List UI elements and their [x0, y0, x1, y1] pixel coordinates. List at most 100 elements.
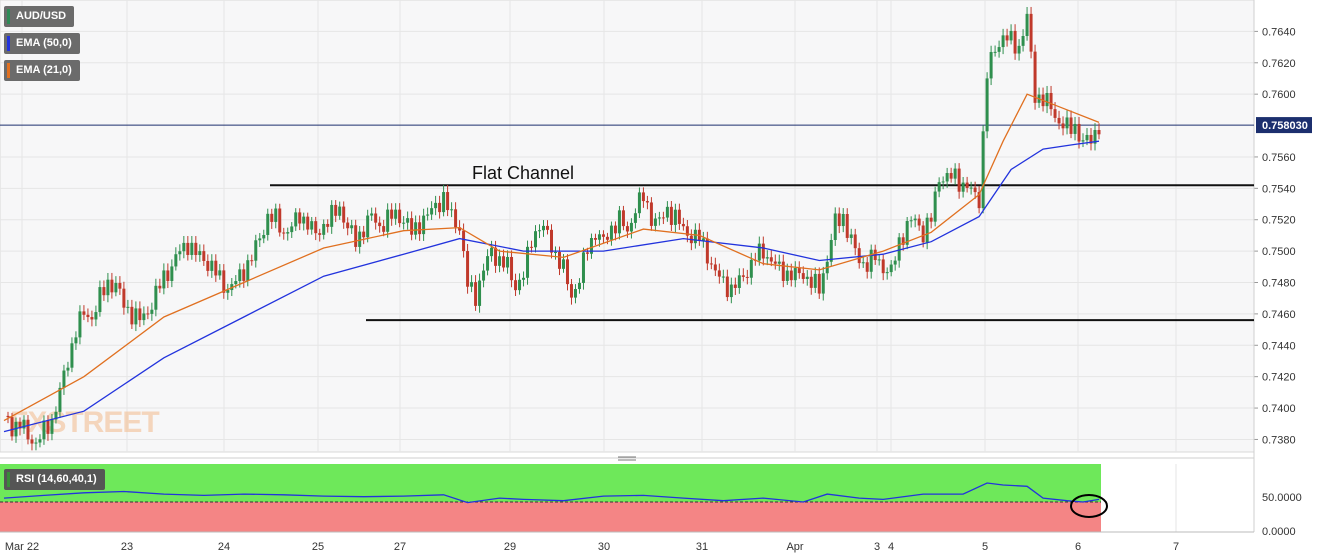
candle-body — [106, 279, 110, 296]
candle-body — [86, 314, 90, 318]
candle-body — [989, 52, 993, 79]
rsi-oversold-zone — [0, 502, 1101, 532]
candle-body — [178, 251, 182, 255]
candle-body — [426, 214, 430, 216]
candle-body — [685, 226, 689, 236]
candle-body — [1061, 123, 1065, 129]
candle-body — [206, 260, 210, 271]
y-tick-label: 0.7480 — [1262, 278, 1296, 290]
candle-body — [26, 419, 30, 440]
candle-body — [585, 252, 589, 254]
candle-body — [709, 263, 713, 265]
candle-body — [442, 192, 446, 213]
candle-body — [645, 201, 649, 203]
y-tick-label: 0.7600 — [1262, 89, 1296, 101]
candle-body — [22, 419, 26, 429]
candle-body — [921, 225, 925, 243]
candle-body — [961, 182, 965, 192]
ema50-label: EMA (50,0) — [16, 37, 72, 49]
candle-body — [577, 282, 581, 290]
candle-body — [514, 280, 518, 291]
candle-body — [158, 285, 162, 289]
candle-body — [18, 421, 22, 429]
candle-body — [673, 209, 677, 225]
candle-body — [693, 229, 697, 244]
candle-body — [1033, 51, 1037, 103]
candle-body — [78, 311, 82, 338]
candle-body — [565, 259, 569, 285]
candle-body — [502, 256, 506, 268]
candle-body — [621, 210, 625, 227]
candle-body — [933, 191, 937, 222]
candle-body — [889, 264, 893, 273]
x-tick-label: 25 — [312, 541, 324, 553]
candle-body — [985, 78, 989, 132]
candle-body — [953, 168, 957, 179]
candle-body — [569, 284, 573, 298]
candle-body — [865, 262, 869, 272]
candle-body — [681, 223, 685, 227]
candle-body — [1017, 45, 1021, 54]
candle-body — [881, 259, 885, 274]
candle-body — [597, 234, 601, 240]
candle-body — [713, 264, 717, 271]
candle-body — [290, 226, 294, 233]
candle-body — [665, 206, 669, 218]
rsi-tag[interactable]: RSI (14,60,40,1) — [4, 469, 105, 490]
candle-body — [218, 270, 222, 276]
ema50-tag[interactable]: EMA (50,0) — [4, 33, 80, 54]
candle-body — [725, 276, 729, 298]
candle-body — [561, 259, 565, 269]
candle-body — [134, 308, 138, 325]
candle-body — [897, 237, 901, 261]
ema50-line — [3, 140, 1100, 433]
candle-body — [542, 225, 546, 231]
candle-body — [490, 247, 494, 257]
candle-body — [342, 206, 346, 223]
fxstreet-watermark: FXSTREET — [10, 406, 159, 439]
y-tick-label: 0.7380 — [1262, 434, 1296, 446]
candle-body — [661, 217, 665, 219]
candle-body — [138, 308, 142, 321]
candle-body — [66, 367, 70, 371]
candle-body — [362, 231, 366, 238]
ema21-tag[interactable]: EMA (21,0) — [4, 60, 80, 81]
candle-body — [1025, 13, 1029, 36]
candle-body — [805, 276, 809, 279]
rsi-highlight-circle — [1070, 494, 1108, 518]
candle-body — [941, 181, 945, 183]
candle-body — [757, 243, 761, 261]
candle-body — [278, 208, 282, 233]
x-tick-label: 29 — [504, 541, 516, 553]
candle-body — [74, 337, 78, 344]
candle-body — [54, 411, 58, 420]
candle-body — [553, 252, 557, 254]
candle-body — [90, 317, 94, 320]
candle-body — [38, 439, 42, 443]
x-tick-label: 24 — [218, 541, 230, 553]
ema21-line — [3, 93, 1100, 422]
candle-body — [637, 192, 641, 214]
candle-body — [969, 187, 973, 189]
x-tick-label: 30 — [598, 541, 610, 553]
candle-body — [833, 213, 837, 241]
candle-body — [617, 210, 621, 234]
symbol-tag: AUD/USD — [4, 6, 75, 27]
candle-body — [609, 225, 613, 240]
candle-body — [270, 213, 274, 222]
candle-body — [498, 256, 502, 266]
candle-body — [789, 270, 793, 281]
candle-body — [745, 276, 749, 278]
candle-body — [937, 182, 941, 192]
candle-body — [785, 270, 789, 281]
candle-body — [350, 225, 354, 229]
candle-body — [633, 213, 637, 223]
candle-body — [981, 131, 985, 209]
candle-body — [170, 266, 174, 281]
candle-body — [917, 218, 921, 226]
candle-body — [318, 233, 322, 235]
candle-body — [494, 247, 498, 266]
candle-body — [334, 204, 338, 216]
